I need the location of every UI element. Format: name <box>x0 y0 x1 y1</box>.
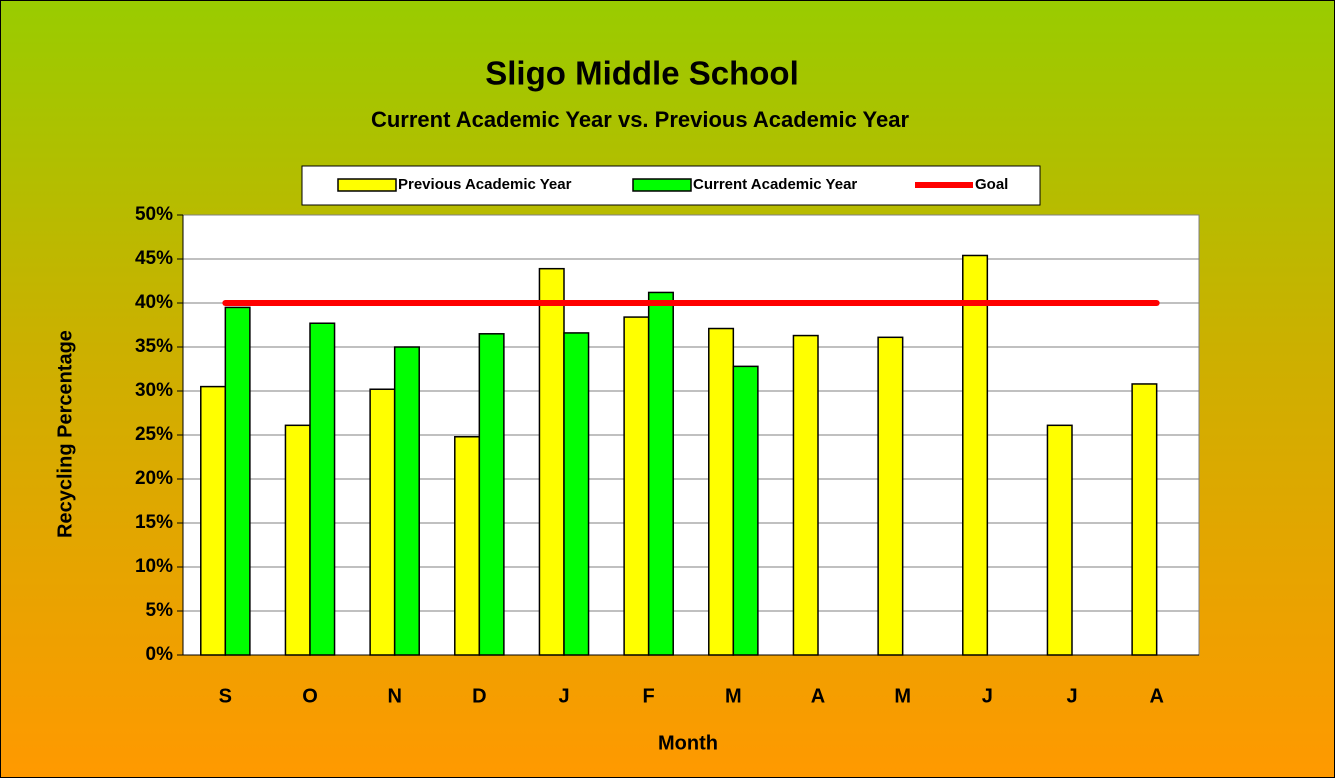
y-tick-label: 45% <box>135 248 173 269</box>
x-tick-label: J <box>558 685 569 707</box>
bar <box>732 365 759 656</box>
bar <box>792 334 819 656</box>
x-tick-label: M <box>894 685 911 707</box>
legend-label: Goal <box>975 176 1008 193</box>
bar <box>200 385 227 656</box>
y-tick-label: 5% <box>146 600 174 621</box>
legend-swatch <box>337 178 397 192</box>
y-tick-label: 35% <box>135 336 173 357</box>
bar <box>284 424 311 656</box>
y-tick-label: 10% <box>135 556 173 577</box>
y-tick-label: 50% <box>135 204 173 225</box>
x-tick-label: N <box>387 685 401 707</box>
bar <box>224 306 251 656</box>
x-tick-label: M <box>725 685 742 707</box>
y-tick-label: 0% <box>146 644 174 665</box>
y-tick-label: 40% <box>135 292 173 313</box>
bar <box>563 332 590 656</box>
x-tick-label: D <box>472 685 486 707</box>
bar <box>538 267 565 656</box>
chart-subtitle: Current Academic Year vs. Previous Acade… <box>371 107 910 132</box>
bar <box>877 336 904 656</box>
x-tick-label: J <box>982 685 993 707</box>
y-tick-label: 30% <box>135 380 173 401</box>
x-tick-label: O <box>302 685 318 707</box>
chart-title: Sligo Middle School <box>485 55 799 92</box>
bar <box>454 436 481 656</box>
x-tick-label: S <box>219 685 232 707</box>
y-axis-title: Recycling Percentage <box>54 330 76 538</box>
x-tick-label: A <box>811 685 825 707</box>
bar <box>393 346 420 656</box>
bar <box>962 254 989 656</box>
bar <box>478 333 505 656</box>
bar <box>1046 424 1073 656</box>
legend-label: Current Academic Year <box>693 176 857 193</box>
x-tick-label: A <box>1149 685 1163 707</box>
bar <box>647 291 674 656</box>
y-tick-label: 20% <box>135 468 173 489</box>
bar <box>369 388 396 656</box>
bar <box>309 322 336 656</box>
legend-swatch <box>632 178 692 192</box>
x-tick-label: F <box>643 685 655 707</box>
y-tick-label: 25% <box>135 424 173 445</box>
bar <box>623 316 650 656</box>
y-tick-label: 15% <box>135 512 173 533</box>
bar <box>1131 383 1158 656</box>
x-axis-title: Month <box>658 732 718 754</box>
x-tick-label: J <box>1066 685 1077 707</box>
bar <box>708 327 735 656</box>
legend-label: Previous Academic Year <box>398 176 572 193</box>
